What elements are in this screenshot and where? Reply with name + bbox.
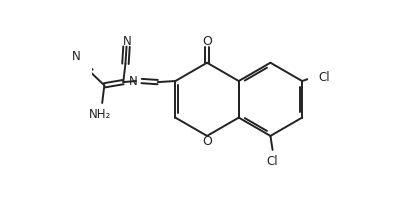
Text: O: O bbox=[202, 35, 212, 48]
Text: Cl: Cl bbox=[267, 155, 278, 168]
Text: NH₂: NH₂ bbox=[89, 108, 112, 121]
Text: N: N bbox=[129, 75, 138, 87]
Text: N: N bbox=[123, 35, 132, 48]
Text: Cl: Cl bbox=[318, 71, 330, 84]
Text: O: O bbox=[202, 135, 212, 148]
Text: N: N bbox=[72, 49, 80, 63]
